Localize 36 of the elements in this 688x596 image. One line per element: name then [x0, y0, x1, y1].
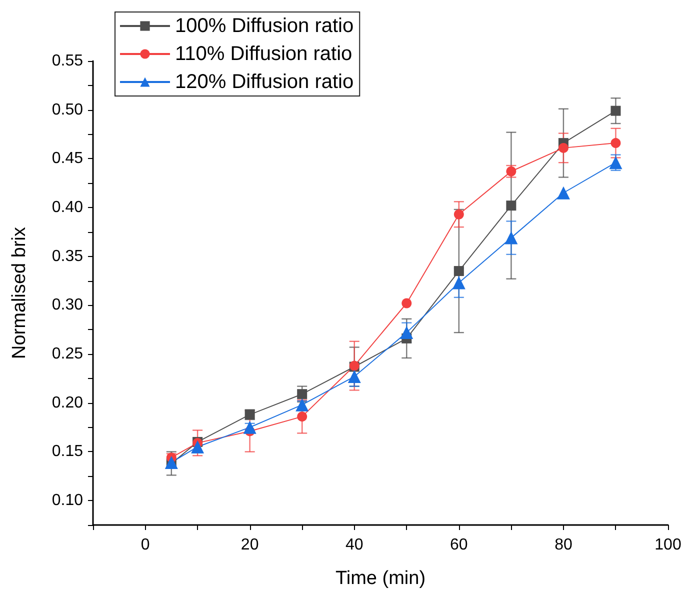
point — [452, 276, 466, 290]
x-axis-title: Time (min) — [335, 568, 426, 589]
y-tick-label: 0.50 — [52, 101, 84, 118]
point — [558, 142, 568, 153]
point — [454, 209, 464, 220]
y-tick-label: 0.45 — [52, 150, 84, 168]
point — [610, 138, 621, 148]
legend-label: 110% Diffusion ratio — [175, 43, 352, 65]
y-axis-title: Normalised brix — [9, 226, 30, 359]
point — [556, 186, 570, 200]
point — [400, 326, 414, 340]
point — [297, 412, 308, 422]
point — [506, 200, 516, 211]
x-tick-label: 100 — [654, 536, 682, 554]
legend-label: 120% Diffusion ratio — [175, 71, 354, 93]
x-tick-label: 80 — [554, 536, 572, 554]
y-tick-label: 0.55 — [52, 52, 84, 70]
point — [402, 298, 412, 308]
x-tick-label: 0 — [140, 536, 150, 554]
point — [504, 231, 518, 244]
point — [348, 370, 361, 384]
legend-label: 100% Diffusion ratio — [175, 15, 354, 37]
y-tick-label: 0.30 — [52, 296, 84, 314]
y-tick-label: 0.10 — [52, 492, 84, 510]
x-tick-label: 20 — [240, 536, 259, 554]
point — [454, 266, 464, 276]
y-tick-label: 0.25 — [52, 346, 84, 363]
y-tick-label: 0.40 — [52, 199, 84, 216]
point — [297, 389, 308, 400]
x-tick-label: 60 — [450, 536, 468, 554]
point — [610, 106, 621, 116]
point — [164, 456, 178, 469]
x-tick-label: 40 — [345, 536, 364, 554]
y-tick-label: 0.15 — [52, 443, 84, 460]
y-tick-label: 0.35 — [52, 248, 84, 265]
y-tick-label: 0.20 — [52, 394, 84, 412]
